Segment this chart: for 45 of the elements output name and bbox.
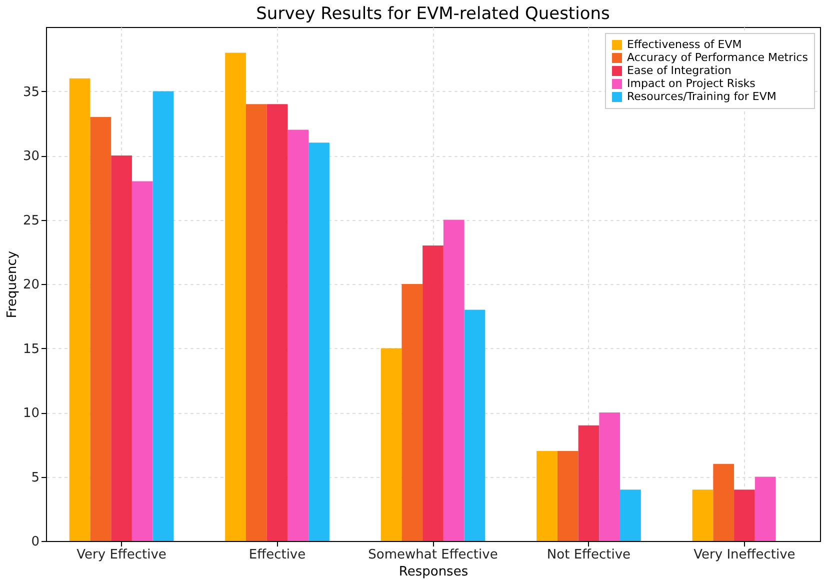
legend-label: Ease of Integration bbox=[627, 64, 732, 77]
y-tick-label: 35 bbox=[22, 84, 40, 100]
bar bbox=[754, 476, 776, 541]
y-tick-label: 0 bbox=[31, 534, 40, 550]
bar bbox=[246, 104, 267, 541]
bar bbox=[308, 142, 330, 541]
y-tick-label: 20 bbox=[22, 278, 40, 292]
bar bbox=[132, 181, 153, 541]
bar bbox=[620, 490, 641, 541]
legend-label: Impact on Project Risks bbox=[627, 77, 756, 90]
x-tick-label: Very Effective bbox=[76, 548, 166, 562]
y-tick-label: 15 bbox=[22, 342, 40, 357]
bar bbox=[402, 284, 423, 541]
bar bbox=[266, 104, 288, 541]
bar bbox=[557, 451, 578, 541]
chart-title: Survey Results for EVM-related Questions bbox=[256, 4, 610, 24]
bar bbox=[734, 490, 755, 541]
bar bbox=[90, 116, 112, 541]
x-axis-title: Responses bbox=[398, 564, 468, 580]
y-axis-title: Frequency bbox=[4, 250, 20, 318]
bar bbox=[599, 412, 620, 541]
bar bbox=[152, 91, 174, 541]
bar bbox=[536, 451, 558, 541]
bar bbox=[288, 130, 309, 541]
bar bbox=[713, 464, 734, 541]
x-tick-label: Effective bbox=[248, 548, 306, 562]
bar bbox=[225, 52, 246, 541]
y-tick-label: 25 bbox=[22, 213, 40, 228]
bar bbox=[111, 156, 132, 541]
bar bbox=[692, 490, 714, 541]
bar bbox=[443, 220, 464, 541]
legend-label: Effectiveness of EVM bbox=[627, 38, 742, 51]
x-tick-label: Not Effective bbox=[546, 548, 631, 562]
legend-label: Accuracy of Performance Metrics bbox=[627, 51, 808, 64]
legend-label: Resources/Training for EVM bbox=[627, 90, 776, 103]
y-tick-label: 30 bbox=[22, 149, 40, 164]
bar bbox=[464, 310, 486, 541]
x-tick-label: Very Ineffective bbox=[694, 548, 796, 562]
bar bbox=[380, 348, 402, 541]
x-tick-label: Somewhat Effective bbox=[368, 548, 498, 562]
bar bbox=[422, 245, 444, 541]
bar bbox=[69, 78, 90, 541]
bar bbox=[578, 425, 600, 541]
y-tick-label: 10 bbox=[22, 406, 40, 421]
y-tick-label: 5 bbox=[31, 470, 40, 486]
